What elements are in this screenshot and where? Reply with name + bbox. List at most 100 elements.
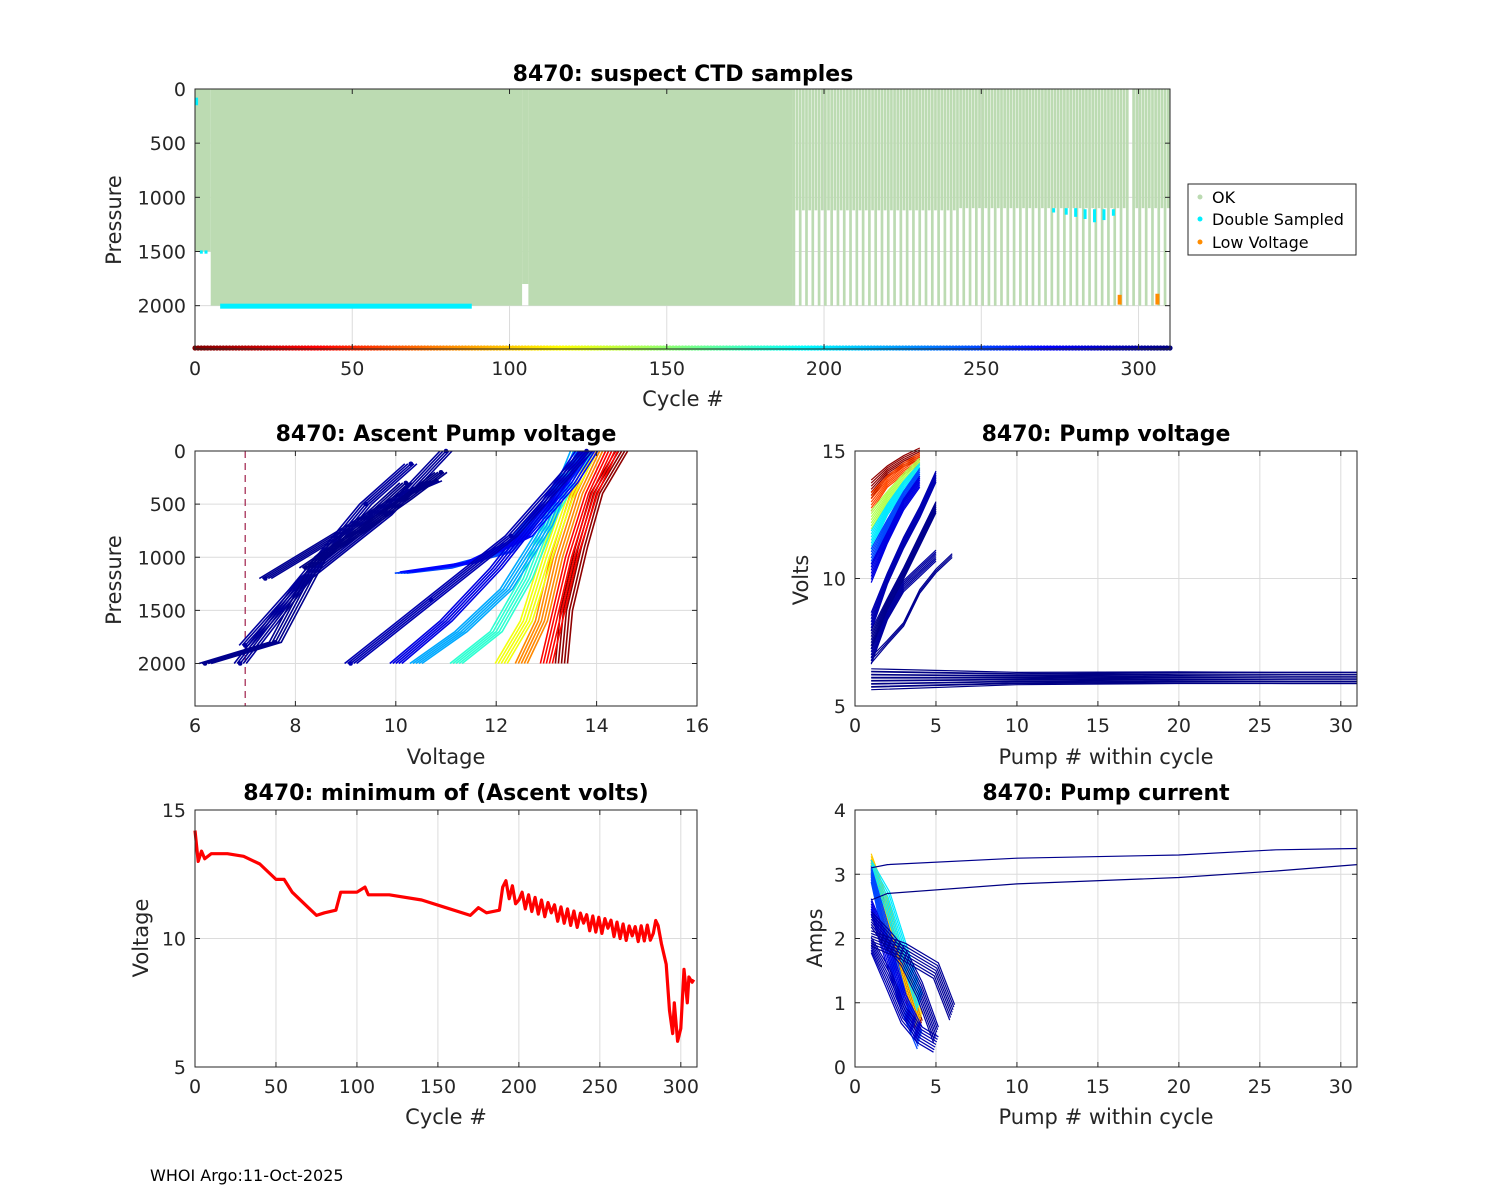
pump-voltage-line (870, 447, 921, 481)
ascent-sample-point (408, 461, 414, 467)
ok-profile-bar (1166, 89, 1170, 209)
ok-profile-bar (997, 89, 1000, 209)
x-tick-label: 50 (340, 358, 364, 380)
pump-voltage-line (870, 501, 937, 631)
pump-current-line (870, 944, 937, 1046)
ascent-sample-point (262, 576, 268, 581)
pump-voltage-line (870, 483, 921, 577)
pump-voltage-line (870, 466, 921, 538)
x-tick-label: 100 (491, 358, 527, 380)
ok-profile-bar (1072, 89, 1076, 209)
ok-profile-bar (924, 89, 928, 306)
y-tick-label: 1000 (138, 547, 186, 569)
pump-current-line (870, 930, 956, 1005)
ascent-sample-point (333, 533, 338, 539)
ascent-sample-point (363, 501, 368, 507)
ascent-profile-line (411, 450, 599, 573)
x-tick-label: 150 (649, 358, 685, 380)
pump-current-line (870, 935, 954, 1011)
ok-profile-bar (1012, 89, 1016, 306)
ok-profile-bar (805, 89, 808, 306)
y-tick-label: 1500 (138, 242, 186, 264)
y-axis-label: Volts (789, 555, 813, 606)
ok-profile-bar (886, 89, 890, 306)
ok-profile-bar (861, 89, 865, 306)
ok-profile-bar (943, 89, 947, 306)
axes-frame (194, 450, 698, 707)
ok-profile-bar (820, 89, 824, 211)
x-tick-label: 10 (1005, 715, 1029, 737)
ok-profile-bar (871, 89, 874, 211)
ok-profile-bar (811, 89, 815, 306)
pump-voltage-line (870, 477, 921, 568)
ok-profile-block (195, 89, 211, 252)
ok-profile-bar (1063, 89, 1066, 306)
ok-profile-bar (1028, 89, 1032, 209)
min-ascent-volts-chart: 0 50 100 150 200 250 300 5 10 15 8470: minimum of… (129, 781, 699, 1129)
ascent-profile-line (545, 450, 613, 664)
double-sampled-mark (1093, 209, 1097, 223)
x-tick-label: 100 (339, 1076, 375, 1098)
ok-profile-bar (1003, 89, 1006, 209)
x-tick-label: 20 (1167, 1076, 1191, 1098)
ascent-sample-point (358, 528, 363, 533)
ok-profile-bar (1000, 89, 1003, 306)
ok-profile-bar (1056, 89, 1060, 306)
ascent-profile-line (542, 450, 610, 664)
pump-voltage-line (870, 473, 921, 559)
pump-voltage-line (870, 457, 921, 512)
pump-voltage-line (870, 462, 921, 532)
ascent-profile-line (311, 471, 448, 569)
ok-profile-bar (1154, 89, 1157, 209)
pump-current-line (870, 864, 1358, 901)
ok-profile-block (528, 89, 793, 306)
ok-profile-bar (946, 89, 950, 211)
suspect-samples-chart: 0 50 100 150 200 250 300 0 500 1000 1500 2000 8470:… (102, 62, 1173, 411)
ascent-profile-line (353, 450, 591, 665)
ascent-profile-line (526, 450, 604, 664)
x-tick-label: 15 (1086, 1076, 1110, 1098)
pump-voltage-line (870, 505, 937, 637)
ascent-sample-point (202, 661, 208, 666)
ok-profile-bar (993, 89, 997, 306)
y-tick-label: 3 (834, 864, 846, 886)
ok-profile-bar (1075, 89, 1079, 306)
y-axis-label: Pressure (102, 175, 126, 265)
pump-voltage-line (870, 459, 921, 515)
ok-profile-bar (1122, 89, 1126, 209)
ok-profile-bar (795, 89, 799, 211)
ascent-profile-line (242, 450, 450, 664)
pump-current-chart: 0 5 10 15 20 25 30 0 1 2 3 4 8470: Pump current Pum… (803, 781, 1358, 1129)
pump-voltage-line (870, 461, 921, 518)
x-tick-label: 15 (1086, 715, 1110, 737)
ok-profile-bar (864, 89, 868, 211)
pump-voltage-line (870, 506, 937, 640)
y-tick-label: 0 (174, 441, 186, 463)
legend-entry-low-voltage: Low Voltage (1212, 233, 1309, 252)
x-axis-label: Voltage (407, 745, 486, 769)
pump-voltage-line (870, 470, 937, 613)
double-sampled-mark (220, 303, 472, 309)
pump-current-line (870, 942, 938, 1043)
pump-voltage-line (871, 668, 1357, 674)
pump-voltage-line (870, 449, 921, 484)
ok-profile-bar (817, 89, 821, 306)
y-tick-label: 15 (822, 441, 846, 463)
pump-voltage-line (870, 456, 921, 500)
ok-profile-bar (1160, 89, 1164, 209)
ok-profile-bar (1103, 89, 1107, 209)
y-axis-label: Amps (803, 908, 827, 967)
ok-profile-bar (836, 89, 840, 306)
y-tick-label: 5 (834, 696, 846, 718)
ok-profile-bar (839, 89, 843, 211)
ok-profile-bar (971, 89, 975, 209)
pump-voltage-line (870, 553, 953, 658)
ok-profile-bar (981, 89, 984, 306)
ok-profile-bar (1031, 89, 1035, 306)
ok-profile-bar (975, 89, 978, 306)
pump-voltage-line (870, 452, 921, 494)
double-sampled-mark (199, 250, 203, 254)
x-tick-label: 0 (849, 715, 861, 737)
plot-area (195, 451, 697, 706)
